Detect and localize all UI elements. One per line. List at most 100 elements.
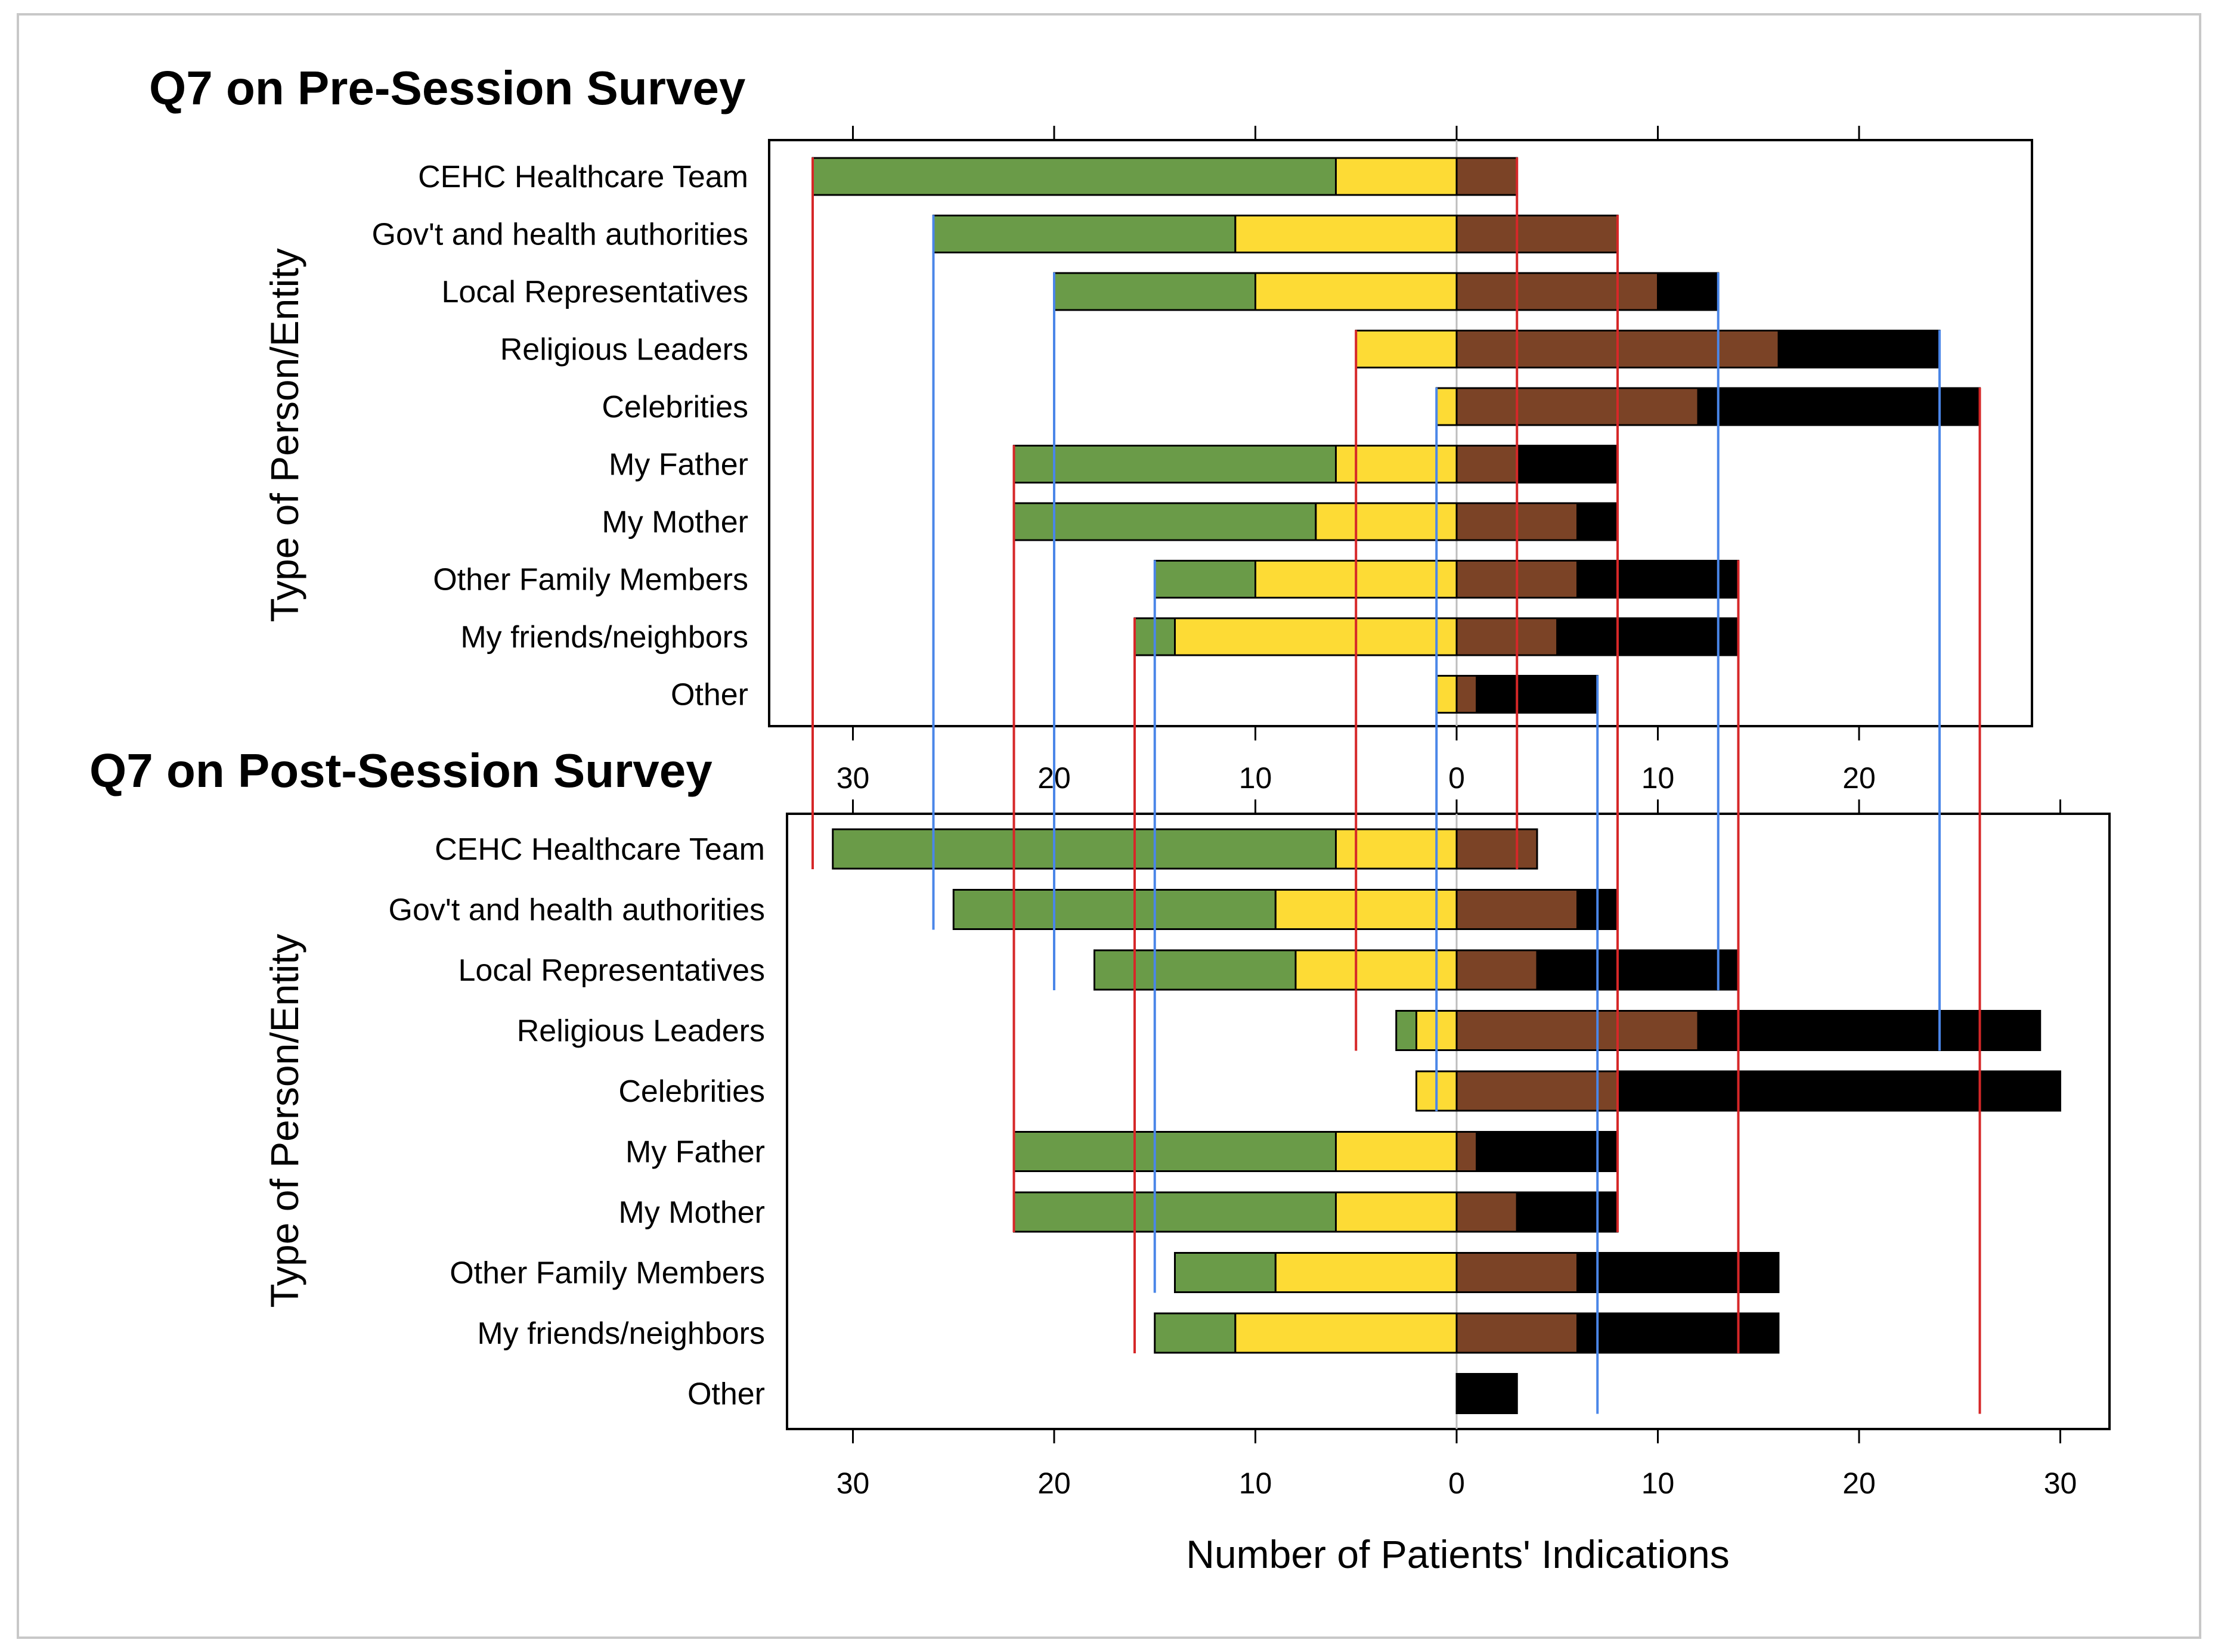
post-session-y-axis-label: Type of Person/Entity (262, 934, 306, 1307)
category-label: My Mother (618, 1195, 765, 1230)
bar-segment (1455, 215, 1619, 253)
post-session-x-axis: 30 20 10 0 10 20 30 (837, 799, 2077, 1500)
category-label: Other (671, 678, 748, 712)
bar-segment (811, 157, 1337, 196)
tick-label: 10 (1239, 761, 1272, 795)
tick-label: 30 (2044, 1467, 2077, 1500)
bar-segment (1516, 1191, 1619, 1233)
bar-segment (1234, 1312, 1458, 1354)
bar-segment (1335, 157, 1458, 196)
tick-label: 0 (1448, 761, 1465, 795)
category-label: Religious Leaders (500, 333, 748, 367)
bar-segment (1455, 445, 1518, 483)
pre-session-y-axis-label: Type of Person/Entity (262, 248, 306, 622)
bar-segment (1657, 272, 1720, 311)
bar-segment (1556, 617, 1739, 656)
category-label: My Mother (602, 505, 748, 540)
pre-session-title: Q7 on Pre-Session Survey (149, 61, 746, 114)
bar-segment (1274, 889, 1458, 930)
bar-segment (1455, 1131, 1478, 1172)
bar-segment (1576, 1312, 1780, 1354)
tick-label: 30 (837, 761, 870, 795)
bar-segment (1013, 445, 1337, 483)
bar-segment (1455, 1252, 1578, 1293)
bar-segment (1053, 272, 1256, 311)
bar-segment (1455, 675, 1478, 714)
bar-segment (1274, 1252, 1458, 1293)
category-label: Celebrities (602, 390, 748, 424)
bar-segment (1335, 1131, 1458, 1172)
bar-segment (1777, 330, 1941, 368)
bar-segment (1335, 445, 1458, 483)
tick-label: 0 (1448, 1467, 1465, 1500)
bar-segment (1174, 1252, 1277, 1293)
bar-segment (1013, 502, 1317, 541)
bar-segment (1435, 675, 1458, 714)
bar-segment (1455, 617, 1559, 656)
bar-segment (952, 889, 1277, 930)
bar-segment (1395, 1010, 1417, 1051)
bar-segment (1013, 1131, 1337, 1172)
category-label: Local Representatives (458, 953, 765, 988)
post-session-title: Q7 on Post-Session Survey (89, 744, 713, 797)
tick-label: 10 (1641, 1467, 1675, 1500)
category-label: Other (687, 1377, 765, 1412)
bar-segment (1435, 387, 1458, 426)
bar-segment (1154, 1312, 1237, 1354)
category-label: Gov't and health authorities (389, 893, 765, 928)
bar-segment (1576, 1252, 1780, 1293)
category-label: Religious Leaders (517, 1014, 765, 1049)
tick-label: 10 (1641, 761, 1675, 795)
bar-segment (1335, 1191, 1458, 1233)
tick-label: 20 (1842, 1467, 1876, 1500)
post-session-bars (832, 828, 2061, 1414)
category-label: My friends/neighbors (460, 620, 748, 655)
tick-label: 20 (1842, 761, 1876, 795)
category-label: Other Family Members (450, 1256, 765, 1291)
bar-segment (1455, 1312, 1578, 1354)
bar-segment (1697, 387, 1981, 426)
bar-segment (1455, 272, 1659, 311)
bar-segment (1476, 675, 1599, 714)
bar-segment (1536, 949, 1739, 991)
bar-segment (1455, 1373, 1518, 1414)
category-label: Local Representatives (441, 275, 748, 309)
bar-segment (1476, 1131, 1619, 1172)
post-session-panel: Q7 on Post-Session Survey Type of Person… (89, 744, 2111, 1576)
bar-segment (1234, 215, 1458, 253)
bar-segment (1254, 272, 1458, 311)
tick-label: 30 (837, 1467, 870, 1500)
figure-frame (17, 13, 2201, 1639)
bar-segment (1335, 828, 1458, 870)
bar-segment (1516, 445, 1619, 483)
pre-session-bars (811, 157, 1981, 714)
bar-segment (1455, 1191, 1518, 1233)
category-label: My Father (609, 448, 748, 482)
post-session-plot-box (786, 813, 2111, 1430)
category-label: Gov't and health authorities (372, 218, 748, 252)
bar-segment (1455, 1070, 1619, 1112)
bar-segment (1455, 828, 1538, 870)
bar-segment (1576, 502, 1619, 541)
bar-segment (1093, 949, 1297, 991)
bar-segment (1455, 949, 1538, 991)
bar-segment (1455, 889, 1578, 930)
bar-segment (1174, 617, 1458, 656)
tick-label: 10 (1239, 1467, 1272, 1500)
category-label: My Father (625, 1135, 765, 1170)
bar-segment (1697, 1010, 2042, 1051)
category-label: CEHC Healthcare Team (418, 160, 748, 194)
tick-label: 20 (1037, 1467, 1071, 1500)
bar-segment (1355, 330, 1458, 368)
bar-segment (1455, 157, 1518, 196)
category-label: My friends/neighbors (477, 1316, 765, 1351)
bar-segment (1576, 560, 1739, 599)
pre-session-category-labels: CEHC Healthcare Team Gov't and health aut… (372, 160, 748, 712)
bar-segment (933, 215, 1237, 253)
bar-segment (1154, 560, 1256, 599)
bar-segment (1455, 387, 1699, 426)
category-label: Celebrities (618, 1074, 765, 1109)
pre-session-plot-box (768, 139, 2033, 727)
pre-post-comparison-lines (811, 157, 1981, 1414)
